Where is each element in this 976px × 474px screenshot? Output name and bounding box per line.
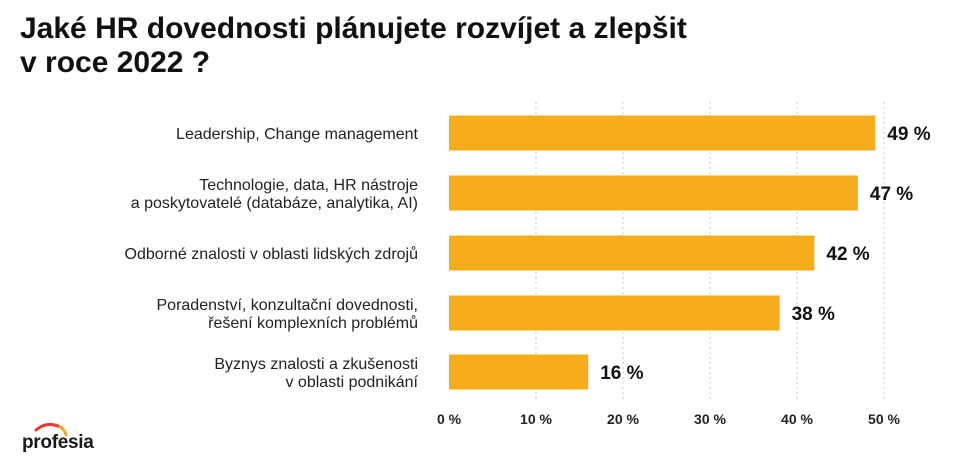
value-labels: 49 % 47 % 42 % 38 % 16 % [600, 124, 931, 384]
x-tick-label-20: 20 % [607, 411, 639, 427]
chart-title: Jaké HR dovednosti plánujete rozvíjet a … [20, 12, 960, 80]
logo-text: profesia [22, 432, 94, 453]
bar-0 [449, 115, 876, 151]
profesia-logo: profesia [16, 418, 126, 464]
x-tick-label-50: 50 % [868, 411, 900, 427]
bars [449, 115, 876, 390]
value-label-1: 47 % [870, 184, 913, 205]
logo-swoosh-icon [34, 423, 64, 432]
x-tick-label-40: 40 % [781, 411, 813, 427]
x-tick-label-0: 0 % [437, 411, 462, 427]
value-label-0: 49 % [887, 124, 930, 145]
value-label-2: 42 % [826, 244, 869, 265]
x-tick-label-30: 30 % [694, 411, 726, 427]
category-label-2-0: Odborné znalosti v oblasti lidských zdro… [125, 245, 418, 263]
x-axis-ticks: 0 % 10 % 20 % 30 % 40 % 50 % [437, 411, 901, 427]
category-label-0-0: Leadership, Change management [176, 126, 419, 143]
x-tick-label-10: 10 % [520, 411, 552, 427]
chart-title-line-1: Jaké HR dovednosti plánujete rozvíjet a … [20, 12, 687, 45]
bar-4 [449, 354, 589, 390]
category-label-4-0: Byznys znalosti a zkušenosti [214, 356, 418, 373]
category-label-1-0: Technologie, data, HR nástroje [199, 177, 418, 194]
category-label-1-1: a poskytovatelé (databáze, analytika, AI… [131, 195, 418, 212]
chart-title-line-2: v roce 2022 ? [20, 46, 211, 79]
category-labels: Leadership, Change management Technologie… [125, 126, 419, 391]
value-label-3: 38 % [792, 304, 835, 325]
category-label-4-1: v oblasti podnikání [285, 374, 418, 391]
value-label-4: 16 % [600, 363, 643, 384]
category-label-3-1: řešení komplexních problémů [208, 314, 418, 332]
bar-2 [449, 235, 815, 271]
bar-3 [449, 295, 780, 331]
bar-1 [449, 175, 858, 211]
category-label-3-0: Poradenství, konzultační dovednosti, [157, 297, 419, 314]
